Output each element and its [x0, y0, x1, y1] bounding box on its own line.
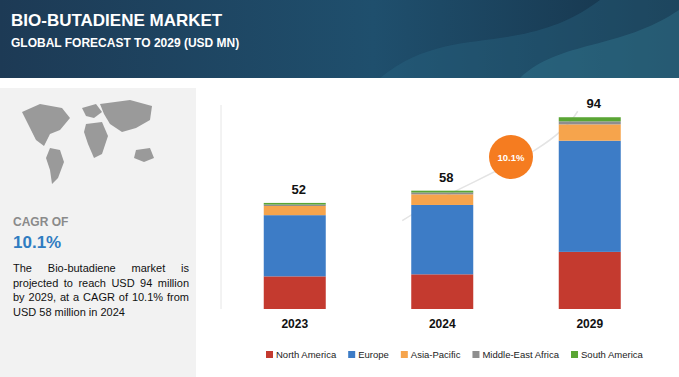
map-shape: [100, 100, 152, 132]
category-label: 2023: [281, 317, 308, 331]
legend-swatch: [266, 351, 273, 358]
map-shape: [82, 104, 102, 118]
bar-segment: [264, 203, 326, 205]
growth-badge-label: 10.1%: [498, 152, 525, 163]
legend-label: North America: [276, 349, 337, 360]
total-label: 94: [587, 96, 602, 111]
bar-segment: [411, 194, 473, 205]
header-band: [0, 0, 679, 78]
world-map: [22, 100, 154, 184]
left-panel: [0, 88, 196, 377]
legend-label: Europe: [358, 349, 389, 360]
legend-label: Middle-East Africa: [482, 349, 559, 360]
bar-segment: [411, 193, 473, 195]
header-decoration: [520, 10, 679, 78]
bar-segment: [559, 117, 621, 121]
cagr-label: CAGR OF: [13, 215, 68, 229]
bar-segment: [559, 141, 621, 252]
bar-segment: [264, 205, 326, 206]
growth-badge: [489, 135, 533, 179]
category-label: 2024: [429, 317, 456, 331]
total-label: 58: [439, 170, 453, 185]
map-shape: [22, 104, 70, 146]
subtitle: GLOBAL FORECAST TO 2029 (USD MN): [11, 36, 239, 50]
map-shape: [134, 148, 154, 162]
chart: BIO-BUTADIENE MARKET GLOBAL FORECAST TO 2…: [0, 0, 679, 377]
legend-label: Asia-Pacific: [411, 349, 461, 360]
legend-swatch: [571, 351, 578, 358]
bar-segment: [559, 124, 621, 140]
legend: North America Europe Asia-Pacific Middle-Ea…: [266, 349, 644, 360]
bar-segment: [411, 205, 473, 274]
map-shape: [84, 122, 108, 158]
description: The Bio-butadiene market is projected to…: [13, 261, 189, 319]
bar-segment: [559, 121, 621, 124]
legend-swatch: [472, 351, 479, 358]
header-decoration: [380, 0, 679, 78]
legend-swatch: [401, 351, 408, 358]
bar-segment: [264, 215, 326, 276]
bar-segment: [264, 276, 326, 309]
y-axis-line: [221, 105, 222, 309]
category-label: 2029: [576, 317, 603, 331]
legend-label: South America: [581, 349, 643, 360]
title: BIO-BUTADIENE MARKET: [11, 11, 223, 30]
bar-segment: [411, 274, 473, 309]
cagr-value: 10.1%: [13, 233, 61, 252]
total-label: 52: [292, 182, 306, 197]
page: BIO-BUTADIENE MARKET GLOBAL FORECAST TO 2…: [0, 0, 679, 377]
bar-segment: [264, 206, 326, 215]
growth-curve: [402, 111, 578, 220]
bar-segment: [411, 191, 473, 193]
legend-swatch: [348, 351, 355, 358]
map-shape: [46, 148, 64, 184]
bar-segment: [559, 252, 621, 309]
